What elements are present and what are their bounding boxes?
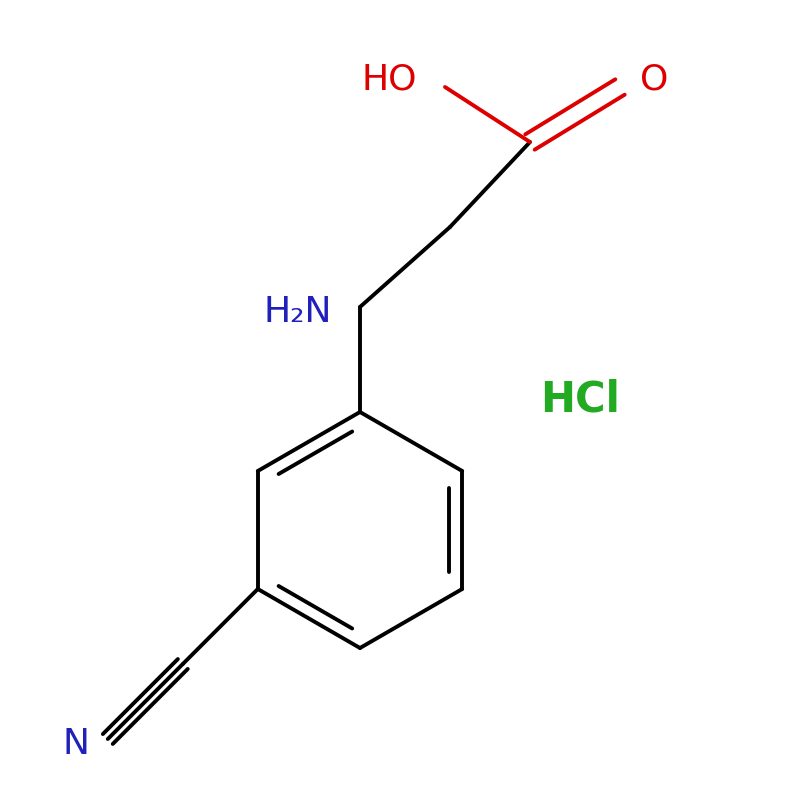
Text: H₂N: H₂N (263, 295, 332, 329)
Text: N: N (63, 727, 90, 761)
Text: HCl: HCl (540, 379, 620, 421)
Text: HO: HO (362, 62, 417, 96)
Text: O: O (640, 62, 668, 96)
